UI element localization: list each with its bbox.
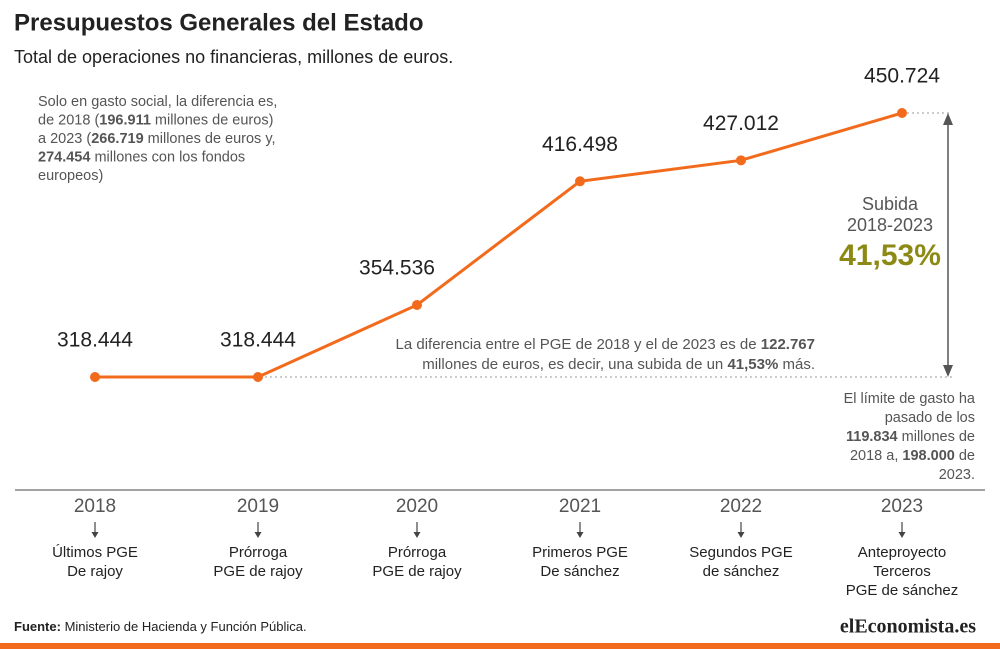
arrow-head [737,532,745,538]
text-segment: más. [778,356,815,373]
bold-segment: 119.834 [846,429,898,445]
rise-label: Subida [862,194,919,214]
x-tick-label: 2023 [881,496,923,517]
stage-label: Segundos PGE [689,544,792,561]
text-segment: El límite de gasto ha [844,391,976,407]
bold-segment: 266.719 [91,131,143,147]
arrow-head [898,532,906,538]
annotation-line: a 2023 (266.719 millones de euros y, [38,131,276,147]
text-segment: millones con los fondos [90,149,245,165]
data-point [253,372,263,382]
value-label: 450.724 [864,65,940,88]
arrow-head [576,532,584,538]
text-segment: Solo en gasto social, la diferencia es, [38,94,277,110]
x-tick-label: 2020 [396,496,438,517]
arrow-head [943,365,953,377]
data-line [95,111,903,379]
annotation-line: 274.454 millones con los fondos [38,149,245,165]
data-point [90,372,100,382]
arrow-head [413,532,421,538]
stage-label: de sánchez [703,563,780,580]
text-segment: millones de [898,429,975,445]
text-segment: europeos) [38,168,103,184]
stage-label: Terceros [873,563,931,580]
text-segment: La diferencia entre el PGE de 2018 y el … [396,336,761,353]
logo: elEconomista.es [840,616,976,638]
annotation-line: 2023. [939,467,975,483]
text-segment: pasado de los [885,410,975,426]
arrow-head [91,532,99,538]
chart-title: Presupuestos Generales del Estado [14,9,424,36]
annotation-line: Solo en gasto social, la diferencia es, [38,94,277,110]
annotation-line: de 2018 (196.911 millones de euros) [38,112,273,128]
bold-segment: 198.000 [902,448,954,464]
value-label: 427.012 [703,112,779,135]
value-label: 318.444 [220,329,296,352]
text-segment: 2023. [939,467,975,483]
text-segment: millones de euros) [151,112,274,128]
stage-label: Anteproyecto [858,544,946,561]
x-tick-label: 2018 [74,496,116,517]
text-segment: de [955,448,975,464]
footer-bar [0,643,1000,649]
annotation-line: millones de euros, es decir, una subida … [422,356,815,373]
x-tick-label: 2019 [237,496,279,517]
value-label: 354.536 [359,257,435,280]
bold-segment: 274.454 [38,149,90,165]
stage-label: PGE de rajoy [372,563,462,580]
chart-subtitle: Total de operaciones no financieras, mil… [14,47,453,67]
annotation-line: europeos) [38,168,103,184]
stage-label: PGE de rajoy [213,563,303,580]
text-segment: de 2018 ( [38,112,99,128]
value-label: 416.498 [542,133,618,156]
stage-label: PGE de sánchez [846,582,959,599]
bold-segment: Fuente: [14,619,61,634]
annotation-line: 119.834 millones de [846,429,975,445]
stage-label: Últimos PGE [52,544,138,561]
annotation-line: El límite de gasto ha [844,391,976,407]
bold-segment: 41,53% [727,356,778,373]
stage-label: De rajoy [67,563,123,580]
source: Fuente: Ministerio de Hacienda y Función… [14,619,307,634]
arrow-head [943,113,953,125]
stage-label: Primeros PGE [532,544,628,561]
x-tick-label: 2021 [559,496,601,517]
annotation-line: pasado de los [885,410,975,426]
text-segment: 2018 a, [850,448,902,464]
rise-value: 41,53% [839,239,941,272]
bold-segment: 122.767 [761,336,815,353]
stage-label: Prórroga [229,544,288,561]
text-segment: millones de euros y, [144,131,276,147]
data-point [412,299,422,310]
text-segment: Ministerio de Hacienda y Función Pública… [61,619,307,634]
stage-label: De sánchez [540,563,619,580]
data-point [736,155,746,166]
text-segment: a 2023 ( [38,131,91,147]
rise-label: 2018-2023 [847,215,933,235]
bold-segment: 196.911 [99,112,151,128]
arrow-head [254,532,262,538]
x-tick-label: 2022 [720,496,762,517]
data-point [897,108,907,118]
value-label: 318.444 [57,329,133,352]
data-point [575,176,585,187]
annotation-line: La diferencia entre el PGE de 2018 y el … [396,336,816,353]
annotation-line: 2018 a, 198.000 de [850,448,975,464]
stage-label: Prórroga [388,544,447,561]
text-segment: millones de euros, es decir, una subida … [422,356,727,373]
